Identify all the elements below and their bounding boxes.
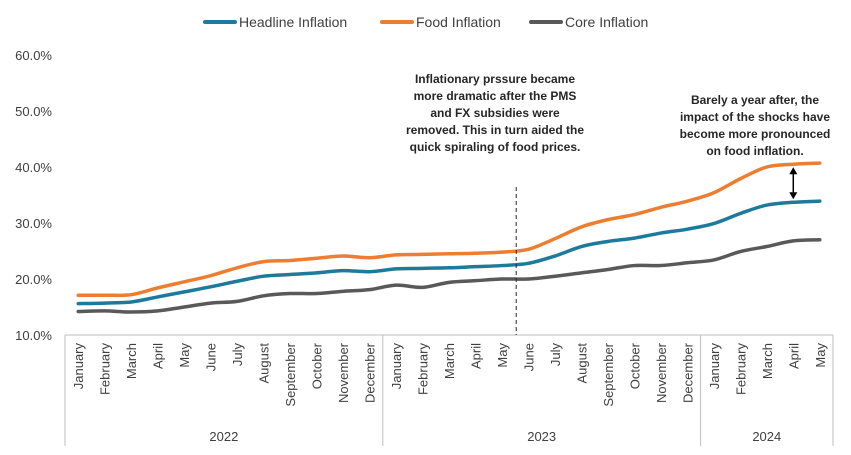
- x-tick-label: August: [574, 343, 589, 384]
- x-tick-label: May: [495, 343, 510, 368]
- annotation-text-line: and FX subsidies were: [430, 106, 560, 120]
- x-tick-label: October: [627, 342, 642, 389]
- year-label: 2024: [752, 429, 781, 444]
- x-tick-label: May: [177, 343, 192, 368]
- x-tick-label: July: [548, 343, 563, 367]
- annotation-text-line: removed. This in turn aided the: [406, 123, 584, 137]
- x-tick-label: January: [71, 343, 86, 390]
- annotations: Inflationary prssure became more dramatic…: [406, 72, 830, 335]
- x-tick-label: November: [654, 342, 669, 403]
- x-tick-label: March: [124, 343, 139, 379]
- y-tick-label: 10.0%: [15, 328, 52, 343]
- x-tick-label: January: [389, 343, 404, 390]
- annotation-text-line: more dramatic after the PMS: [414, 89, 577, 103]
- x-tick-label: June: [204, 343, 219, 371]
- x-tick-label: July: [230, 343, 245, 367]
- gap-arrow-head-down: [789, 192, 798, 200]
- x-tick-label: May: [813, 343, 828, 368]
- x-tick-label: August: [257, 343, 272, 384]
- y-tick-label: 30.0%: [15, 216, 52, 231]
- x-tick-label: March: [760, 343, 775, 379]
- x-tick-label: February: [416, 343, 431, 396]
- gap-arrow-head-up: [789, 167, 798, 175]
- legend-label: Headline Inflation: [239, 14, 347, 30]
- annotation-text-line: on food inflation.: [706, 144, 803, 158]
- x-tick-label: February: [98, 343, 113, 396]
- x-tick-label: September: [283, 342, 298, 406]
- x-tick-label: April: [786, 343, 801, 369]
- legend-label: Food Inflation: [416, 14, 501, 30]
- year-label: 2022: [209, 429, 238, 444]
- x-tick-label: June: [521, 343, 536, 371]
- legend: Headline Inflation Food Inflation Core Inf…: [203, 14, 648, 30]
- x-tick-label: December: [363, 342, 378, 403]
- series-lines: [76, 161, 822, 314]
- y-tick-label: 40.0%: [15, 160, 52, 175]
- legend-label: Core Inflation: [565, 14, 648, 30]
- annotation-text-line: impact of the shocks have: [680, 110, 830, 124]
- annotation-text-line: become more pronounced: [680, 127, 831, 141]
- annotation-text-line: quick spiraling of food prices.: [410, 140, 581, 154]
- x-tick-label: March: [442, 343, 457, 379]
- y-axis: 10.0% 20.0% 30.0% 40.0% 50.0% 60.0%: [15, 48, 52, 343]
- year-label: 2023: [527, 429, 556, 444]
- x-tick-label: December: [680, 342, 695, 403]
- x-tick-label: October: [310, 342, 325, 389]
- y-tick-label: 50.0%: [15, 104, 52, 119]
- annotation-text-line: Inflationary prssure became: [415, 72, 575, 86]
- x-tick-label: February: [733, 343, 748, 396]
- x-tick-label: April: [151, 343, 166, 369]
- x-tick-label: September: [601, 342, 616, 406]
- x-tick-label: January: [707, 343, 722, 390]
- series-line-food-inflation: [76, 161, 822, 298]
- y-tick-label: 20.0%: [15, 272, 52, 287]
- y-tick-label: 60.0%: [15, 48, 52, 63]
- series-line-headline-inflation: [76, 199, 822, 306]
- x-axis: January February March April May June July Augu…: [64, 334, 834, 446]
- series-line-core-inflation: [76, 238, 822, 314]
- x-tick-label: April: [468, 343, 483, 369]
- x-tick-label: November: [336, 342, 351, 403]
- annotation-text-line: Barely a year after, the: [691, 93, 819, 107]
